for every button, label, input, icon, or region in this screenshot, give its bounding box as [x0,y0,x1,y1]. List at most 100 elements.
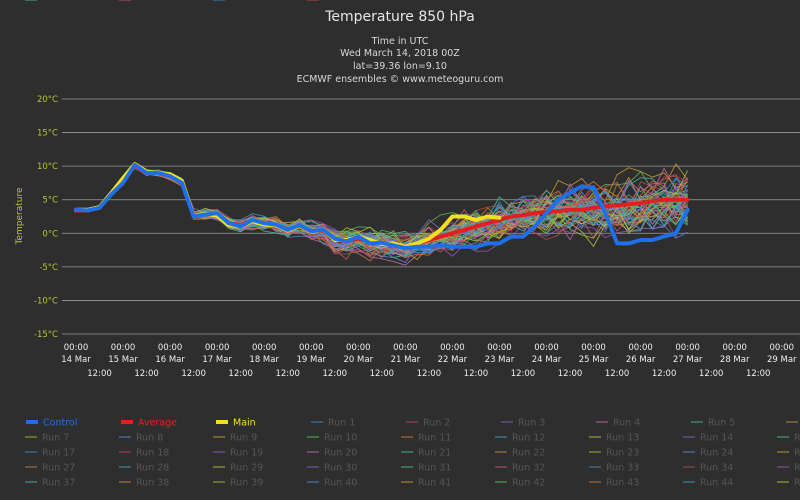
y-tick-label: 0°C [42,229,58,239]
legend-item[interactable]: Run 11 [401,433,451,444]
legend-label: Run 43 [606,478,639,489]
legend-item[interactable]: Run 13 [589,433,639,444]
legend-item[interactable]: Run 38 [119,478,169,489]
x-tick-day: 28 Mar [720,355,750,365]
legend-item[interactable]: Run 50 [307,0,357,3]
legend-item[interactable]: Run 10 [307,433,357,444]
legend-item[interactable]: Run 6 [786,418,800,429]
legend-item[interactable]: Run 47 [25,0,75,3]
legend-item[interactable]: Run 32 [495,463,545,474]
legend-item[interactable]: Run 48 [119,0,169,3]
legend-item[interactable]: Run 35 [777,463,800,474]
legend-item[interactable]: Run 21 [401,448,451,459]
legend-item[interactable]: Run 24 [683,448,733,459]
chart-title: Temperature 850 hPa [324,9,475,25]
x-tick-day: 29 Mar [767,355,797,365]
x-tick-noon: 12:00 [370,369,395,379]
x-tick-noon: 12:00 [181,369,206,379]
legend-item[interactable]: Run 9 [213,433,257,444]
y-tick-label: 5°C [42,196,58,206]
legend-item[interactable]: Run 44 [683,478,733,489]
y-tick-label: -5°C [39,263,58,273]
grid-lines [62,98,800,335]
x-tick-time: 00:00 [64,343,89,353]
x-tick-noon: 12:00 [275,369,300,379]
legend-label: Run 1 [328,418,355,429]
legend-item[interactable]: Main [216,418,256,429]
legend-label: Run 25 [794,448,800,459]
x-tick-time: 00:00 [770,343,795,353]
legend-item[interactable]: Run 22 [495,448,545,459]
legend-item[interactable]: Average [121,418,177,429]
x-tick-time: 00:00 [252,343,277,353]
legend-item[interactable]: Run 12 [495,433,545,444]
legend-item[interactable]: Run 29 [213,463,263,474]
legend-item[interactable]: Run 40 [307,478,357,489]
legend-label: Run 10 [324,433,357,444]
legend-label: Run 45 [794,478,800,489]
legend-item[interactable]: Run 45 [777,478,800,489]
legend: Control Average Main Run 1 Run 2 Run 3 Run 4 Ru… [25,0,800,489]
x-tick-noon: 12:00 [464,369,489,379]
y-tick-label: -15°C [34,330,58,340]
legend-item[interactable]: Run 27 [25,463,75,474]
x-tick-noon: 12:00 [605,369,630,379]
legend-item[interactable]: Run 34 [683,463,733,474]
legend-item[interactable]: Run 3 [501,418,545,429]
legend-item[interactable]: Run 49 [213,0,263,3]
legend-label: Run 5 [708,418,735,429]
y-tick-label: 10°C [37,162,58,172]
legend-item[interactable]: Run 41 [401,478,451,489]
x-tick-noon: 12:00 [417,369,442,379]
legend-item[interactable]: Run 28 [119,463,169,474]
x-tick-labels: 00:00 14 Mar 12:00 00:00 15 Mar 12:00 00:00 16 … [61,343,797,379]
legend-item[interactable]: Run 4 [596,418,640,429]
legend-item[interactable]: Run 1 [311,418,355,429]
x-tick-day: 17 Mar [202,355,232,365]
legend-item[interactable]: Run 43 [589,478,639,489]
legend-label: Run 49 [230,0,263,3]
x-tick-noon: 12:00 [511,369,536,379]
legend-label: Run 21 [418,448,451,459]
legend-item[interactable]: Run 19 [213,448,263,459]
legend-item[interactable]: Run 15 [777,433,800,444]
x-tick-time: 00:00 [393,343,418,353]
legend-label: Run 40 [324,478,357,489]
legend-label: Run 23 [606,448,639,459]
x-tick-noon: 12:00 [558,369,583,379]
legend-item[interactable]: Run 2 [406,418,450,429]
legend-item[interactable]: Run 18 [119,448,169,459]
legend-item[interactable]: Run 37 [25,478,75,489]
legend-item[interactable]: Run 31 [401,463,451,474]
legend-label: Run 20 [324,448,357,459]
y-tick-label: 20°C [37,95,58,105]
legend-item[interactable]: Run 23 [589,448,639,459]
legend-label: Run 17 [42,448,75,459]
legend-item[interactable]: Run 25 [777,448,800,459]
legend-label: Run 11 [418,433,451,444]
x-tick-time: 00:00 [346,343,371,353]
legend-label: Run 29 [230,463,263,474]
legend-label: Run 38 [136,478,169,489]
legend-item[interactable]: Run 5 [691,418,735,429]
legend-label: Control [43,418,77,429]
subtitle-line-2: Wed March 14, 2018 00Z [340,48,460,59]
legend-item[interactable]: Control [26,418,77,429]
legend-item[interactable]: Run 39 [213,478,263,489]
legend-item[interactable]: Run 30 [307,463,357,474]
legend-item[interactable]: Run 20 [307,448,357,459]
legend-item[interactable]: Run 7 [25,433,69,444]
legend-item[interactable]: Run 14 [683,433,733,444]
legend-item[interactable]: Run 33 [589,463,639,474]
legend-label: Run 27 [42,463,75,474]
legend-item[interactable]: Run 17 [25,448,75,459]
y-tick-label: 15°C [37,129,58,139]
x-tick-time: 00:00 [205,343,230,353]
x-tick-time: 00:00 [158,343,183,353]
legend-item[interactable]: Run 42 [495,478,545,489]
x-tick-time: 00:00 [675,343,700,353]
legend-item[interactable]: Run 8 [119,433,163,444]
x-tick-time: 00:00 [487,343,512,353]
main-series-lines [74,162,690,251]
